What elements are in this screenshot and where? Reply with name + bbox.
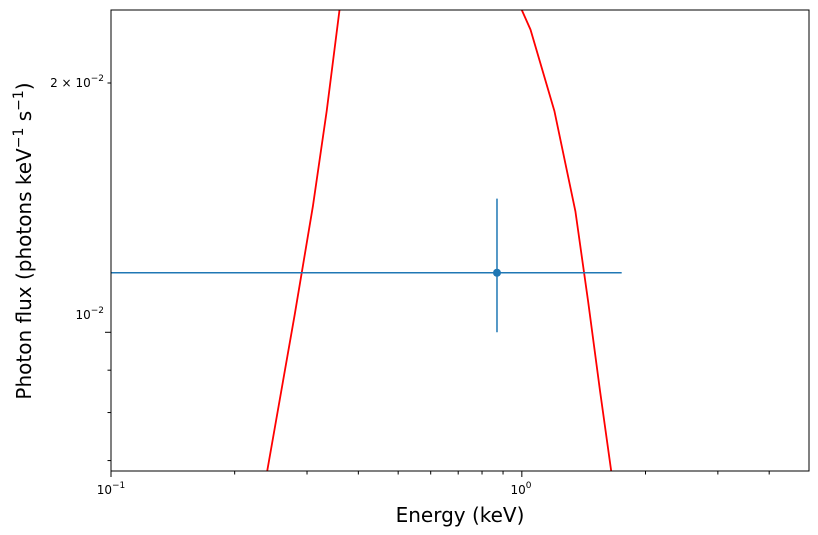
x-axis-title: Energy (keV) [396, 503, 525, 527]
axis-ticks [105, 82, 770, 477]
plot-frame [110, 9, 810, 472]
y-axis-title: Photon flux (photons keV−1 s−1) [11, 82, 36, 399]
data-point [492, 268, 501, 277]
x-tick-label: 10−1 [97, 481, 126, 497]
x-tick-label: 100 [510, 481, 531, 497]
y-tick-label: 10−2 [75, 306, 104, 322]
model-curve [266, 10, 613, 471]
y-tick-label: 2 × 10−2 [50, 74, 104, 90]
plot-area [111, 10, 622, 471]
